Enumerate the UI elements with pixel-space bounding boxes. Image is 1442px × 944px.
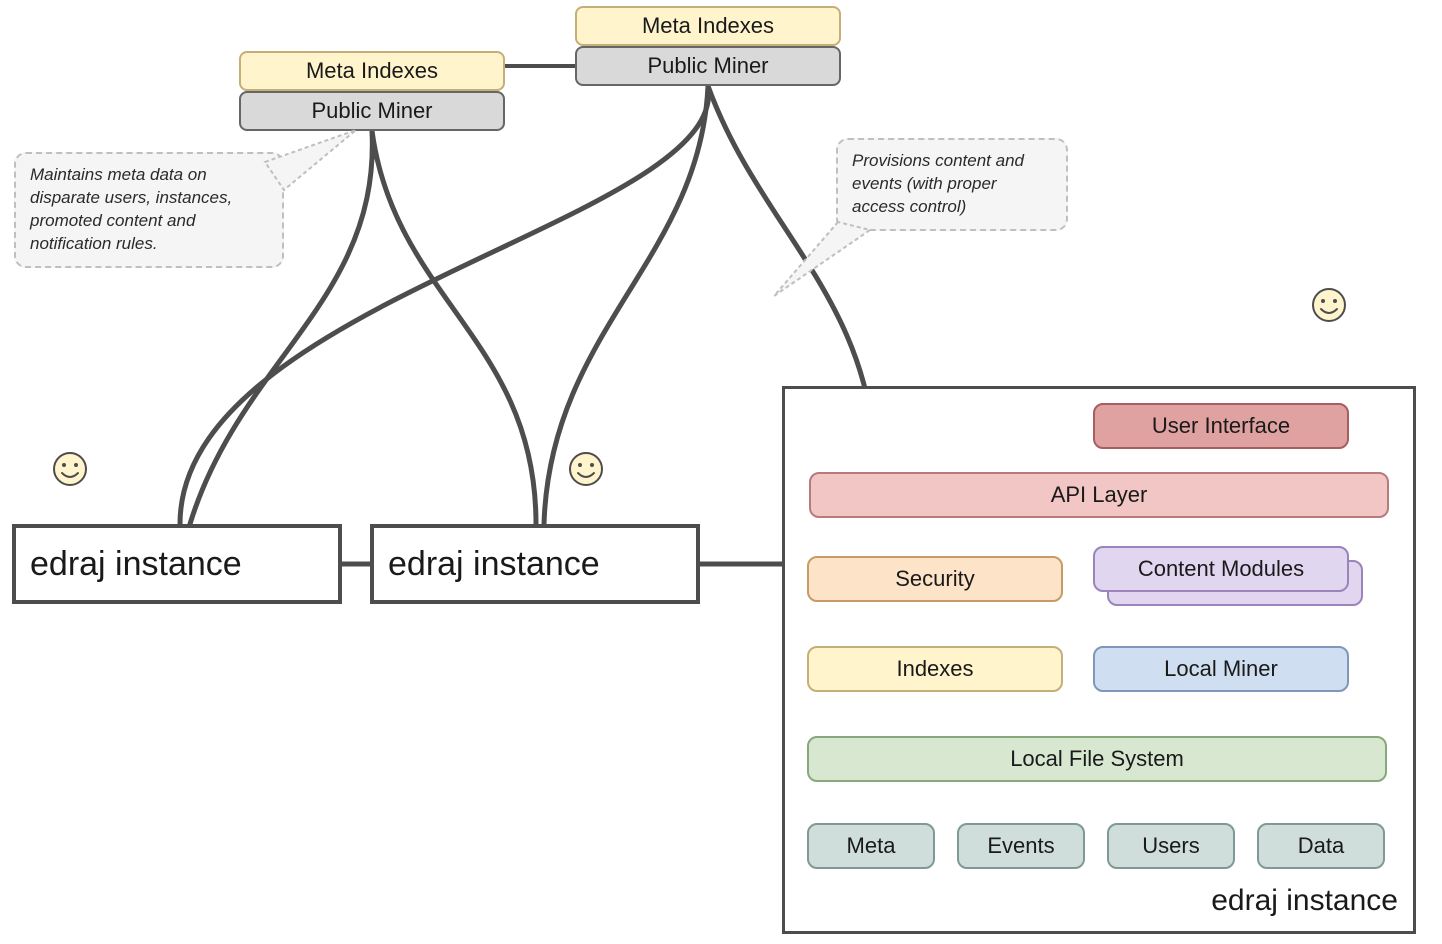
meta-indexes-label: Meta Indexes: [306, 58, 438, 84]
meta-indexes-box: Meta Indexes: [575, 6, 841, 46]
public-miner-label: Public Miner: [311, 98, 432, 124]
smiley-icon: [52, 451, 88, 487]
connector-edge: [372, 131, 536, 524]
content-modules-box: Content Modules: [1093, 546, 1349, 592]
callout-note: Provisions content and events (with prop…: [836, 138, 1068, 231]
local-file-system-box: Local File System: [807, 736, 1387, 782]
edraj-instance-label: edraj instance: [388, 545, 600, 584]
storage-chip-events-label: Events: [987, 833, 1054, 859]
api-layer-box: API Layer: [809, 472, 1389, 518]
storage-chip-data-label: Data: [1298, 833, 1344, 859]
edraj-instance-label: edraj instance: [30, 545, 242, 584]
callout-text: Provisions content and events (with prop…: [852, 151, 1024, 216]
user-interface-label: User Interface: [1152, 413, 1290, 439]
storage-chip-data-box: Data: [1257, 823, 1385, 869]
storage-chip-users-box: Users: [1107, 823, 1235, 869]
public-miner-box: Public Miner: [575, 46, 841, 86]
callout-text: Maintains meta data on disparate users, …: [30, 165, 232, 253]
detail-panel-title: edraj instance: [1211, 884, 1398, 918]
storage-chip-users-label: Users: [1142, 833, 1199, 859]
public-miner-box: Public Miner: [239, 91, 505, 131]
storage-chip-meta-box: Meta: [807, 823, 935, 869]
storage-chip-events-box: Events: [957, 823, 1085, 869]
callout-note: Maintains meta data on disparate users, …: [14, 152, 284, 268]
smiley-icon: [568, 451, 604, 487]
edraj-instance-box: edraj instance: [12, 524, 342, 604]
meta-indexes-box: Meta Indexes: [239, 51, 505, 91]
api-layer-label: API Layer: [1051, 482, 1148, 508]
content-modules-label: Content Modules: [1138, 556, 1304, 582]
public-miner-label: Public Miner: [647, 53, 768, 79]
meta-indexes-label: Meta Indexes: [642, 13, 774, 39]
edraj-instance-box: edraj instance: [370, 524, 700, 604]
indexes-box: Indexes: [807, 646, 1063, 692]
smiley-icon: [1311, 287, 1347, 323]
local-file-system-label: Local File System: [1010, 746, 1184, 772]
security-label: Security: [895, 566, 974, 592]
local-miner-box: Local Miner: [1093, 646, 1349, 692]
local-miner-label: Local Miner: [1164, 656, 1278, 682]
security-box: Security: [807, 556, 1063, 602]
storage-chip-meta-label: Meta: [847, 833, 896, 859]
user-interface-box: User Interface: [1093, 403, 1349, 449]
indexes-label: Indexes: [896, 656, 973, 682]
